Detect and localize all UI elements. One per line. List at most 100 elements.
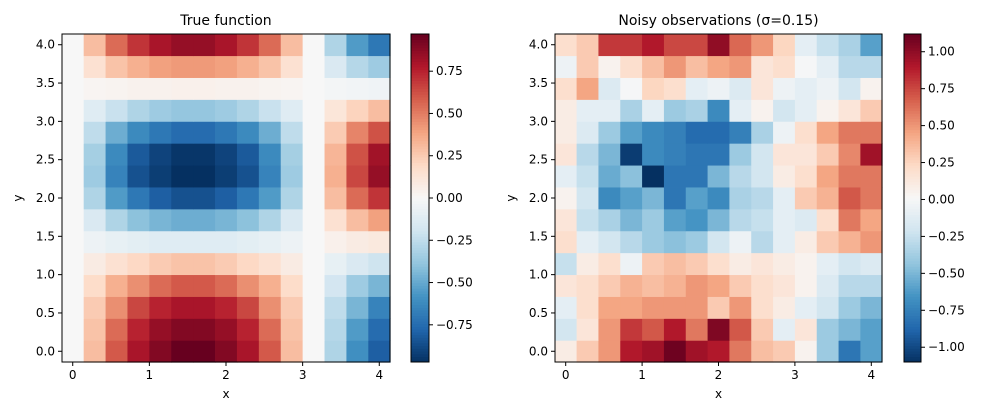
colorbar-swatch [411, 157, 429, 161]
heatmap-cell [794, 165, 818, 188]
heatmap-cell [302, 33, 325, 57]
colorbar-swatch [904, 36, 921, 40]
heatmap-cell [816, 77, 839, 100]
heatmap-cell [127, 318, 150, 341]
colorbar-swatch [904, 271, 921, 276]
heatmap-cell [642, 296, 665, 319]
colorbar-swatch [904, 274, 921, 278]
x-axis-label: x [715, 387, 722, 401]
heatmap-cell [729, 143, 752, 166]
heatmap-cell [171, 340, 194, 363]
colorbar-swatch [411, 228, 429, 232]
colorbar-swatch [904, 116, 921, 120]
heatmap-cell [83, 143, 106, 166]
heatmap-cell [816, 340, 839, 363]
heatmap-cell [554, 296, 578, 319]
x-tick-label: 1 [638, 368, 646, 382]
heatmap-cell [773, 296, 796, 319]
colorbar-swatch [904, 110, 921, 114]
colorbar-swatch [904, 236, 921, 240]
colorbar-swatch [904, 135, 921, 139]
colorbar-tick-label: 0.75 [436, 64, 463, 78]
heatmap-cell [171, 230, 194, 254]
heatmap-cell [816, 187, 839, 210]
colorbar-swatch [411, 99, 429, 103]
y-tick-label: 2.5 [36, 153, 55, 167]
colorbar-swatch [904, 118, 921, 122]
heatmap-cell [236, 230, 260, 254]
heatmap-cell [236, 33, 260, 57]
colorbar-swatch [411, 187, 429, 191]
y-tick-label: 0.0 [529, 344, 548, 358]
colorbar-swatch [904, 39, 921, 43]
heatmap-cell [642, 55, 665, 78]
colorbar-swatch [904, 247, 921, 251]
heatmap-cell [773, 99, 796, 122]
heatmap-cell [280, 252, 304, 276]
colorbar-swatch [411, 55, 429, 60]
colorbar-swatch [411, 288, 429, 292]
y-axis-label: y [504, 194, 518, 201]
heatmap-cell [751, 208, 774, 232]
colorbar-swatch [904, 113, 921, 117]
heatmap-cell [215, 252, 238, 276]
heatmap-cell [236, 187, 260, 210]
heatmap-cell [860, 121, 883, 144]
colorbar-swatch [904, 170, 921, 174]
colorbar-swatch [411, 75, 429, 79]
colorbar-swatch [411, 39, 429, 43]
colorbar-swatch [411, 230, 429, 235]
heatmap-cell [554, 165, 578, 188]
heatmap-cell [598, 252, 621, 276]
heatmap-cell [105, 340, 128, 363]
colorbar-swatch [904, 258, 921, 262]
heatmap-cell [620, 274, 643, 297]
heatmap-cell [127, 187, 150, 210]
x-tick-label: 4 [867, 368, 875, 382]
colorbar-swatch [904, 165, 921, 169]
heatmap-cell [729, 208, 752, 232]
colorbar-swatch [904, 200, 921, 204]
heatmap-cell [620, 77, 643, 100]
colorbar-swatch [411, 219, 429, 224]
heatmap-cell [171, 252, 194, 276]
heatmap-cell [171, 121, 194, 144]
colorbar-swatch [904, 143, 921, 147]
heatmap-cell [236, 318, 260, 341]
colorbar-swatch [904, 85, 921, 90]
heatmap-cell [860, 99, 883, 122]
heatmap-cell [280, 121, 304, 144]
heatmap-cell [598, 230, 621, 254]
x-tick-label: 2 [715, 368, 723, 382]
heatmap-cell [149, 208, 172, 232]
colorbar-swatch [904, 181, 921, 185]
colorbar-swatch [411, 66, 429, 71]
heatmap-cell [346, 340, 369, 363]
heatmap-cell [236, 55, 260, 78]
y-tick-label: 1.5 [529, 229, 548, 243]
heatmap-cell [860, 252, 883, 276]
colorbar-swatch [904, 228, 921, 232]
colorbar-swatch [411, 170, 429, 174]
heatmap-cell [794, 99, 818, 122]
colorbar-swatch [411, 282, 429, 286]
heatmap-cell [302, 340, 325, 363]
colorbar-swatch [411, 198, 429, 202]
heatmap-cell [368, 208, 391, 232]
heatmap-cell [773, 77, 796, 100]
heatmap-cell [83, 318, 106, 341]
heatmap-cell [346, 318, 369, 341]
heatmap-cell [61, 187, 85, 210]
colorbar-swatch [411, 263, 429, 267]
heatmap-cell [816, 55, 839, 78]
heatmap-cell [685, 77, 708, 100]
heatmap-cell [620, 99, 643, 122]
heatmap-cell [127, 55, 150, 78]
heatmap-cell [105, 33, 128, 57]
y-tick-label: 2.0 [529, 191, 548, 205]
colorbar-swatch [904, 222, 921, 226]
colorbar-swatch [411, 83, 429, 87]
heatmap-cell [707, 33, 730, 57]
colorbar-swatch [904, 239, 921, 243]
heatmap-cell [280, 165, 304, 188]
